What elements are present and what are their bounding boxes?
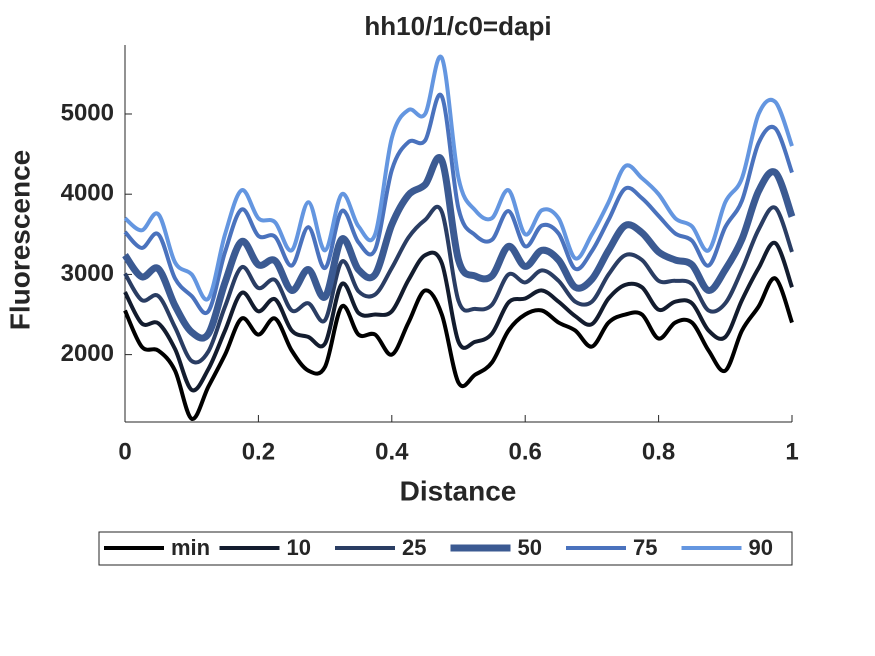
legend-label: min: [171, 535, 210, 560]
x-tick-label: 0.6: [509, 438, 542, 465]
legend-label: 75: [633, 535, 657, 560]
legend-label: 50: [518, 535, 542, 560]
x-tick-label: 0.8: [642, 438, 675, 465]
x-axis-label: Distance: [400, 475, 517, 506]
y-tick-label: 5000: [61, 99, 114, 126]
data-line: [123, 204, 794, 365]
x-tick-label: 0: [118, 438, 131, 465]
legend-label: 90: [749, 535, 773, 560]
legend-box: [98, 531, 793, 566]
x-tick-label: 1: [785, 438, 798, 465]
data-line: [123, 92, 794, 315]
legend-label: 25: [402, 535, 426, 560]
data-line: [123, 240, 794, 393]
x-tick-label: 0.2: [242, 438, 275, 465]
data-line: [123, 276, 794, 421]
x-tick-label: 0.4: [375, 438, 409, 465]
data-line: [122, 154, 796, 342]
y-tick-label: 2000: [61, 340, 114, 367]
data-line: [123, 54, 794, 302]
legend-label: 10: [287, 535, 311, 560]
y-axis-label: Fluorescence: [4, 150, 35, 331]
chart-title: hh10/1/c0=dapi: [364, 11, 551, 41]
y-tick-label: 3000: [61, 260, 114, 287]
y-tick-label: 4000: [61, 180, 114, 207]
